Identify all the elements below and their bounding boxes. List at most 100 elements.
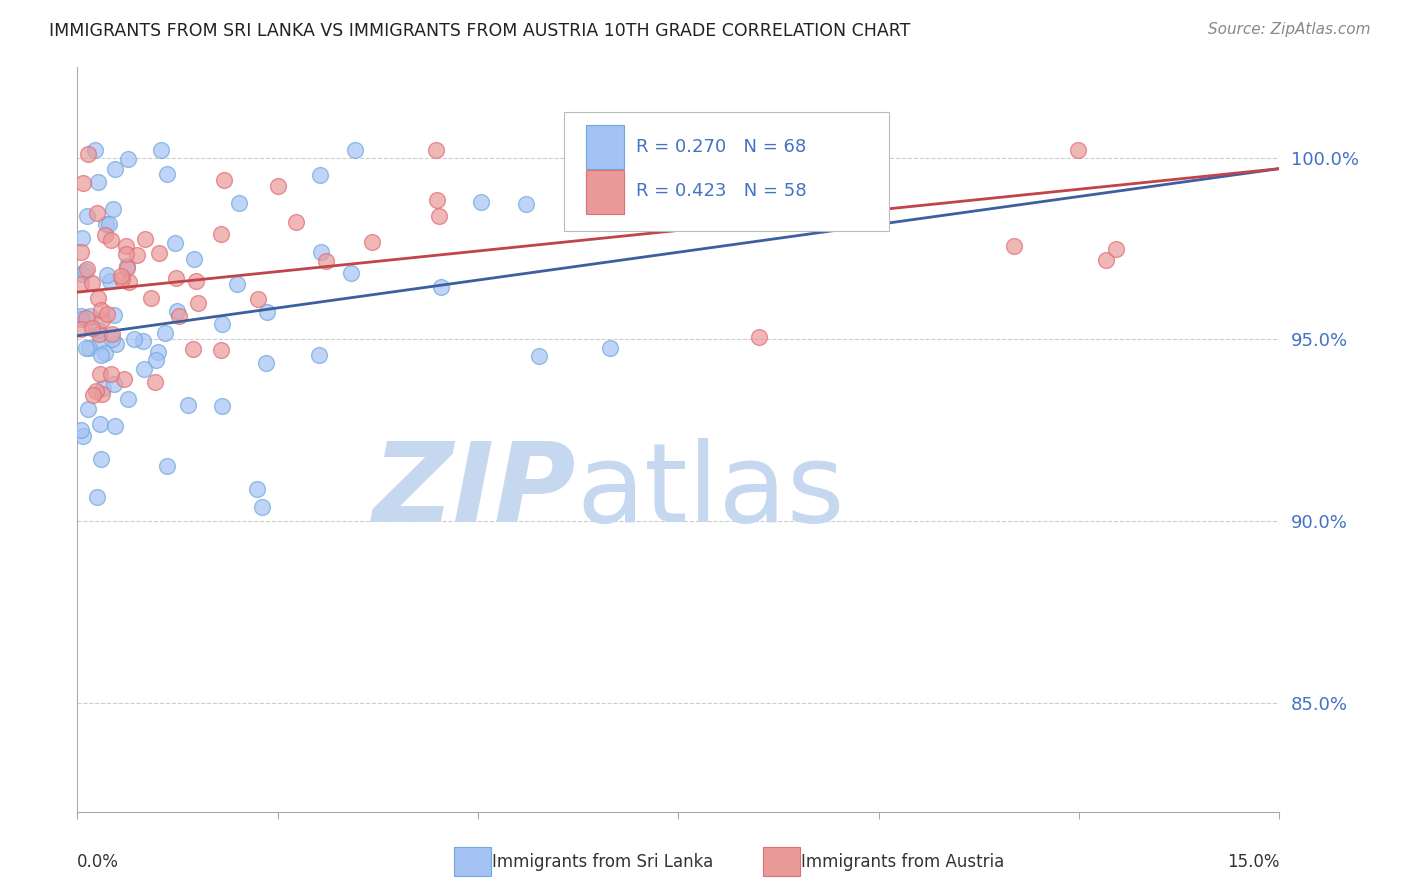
Point (212, 173, 235, 187)
Point (70, 231, 93, 245)
Point (70, 244, 93, 259)
Point (75, 310, 97, 325)
FancyBboxPatch shape (586, 169, 624, 213)
Point (749, 168, 772, 182)
Point (112, 372, 135, 386)
Point (187, 296, 209, 310)
Point (96, 268, 118, 282)
Point (97, 217, 120, 231)
Point (169, 310, 191, 324)
Point (141, 291, 163, 305)
Point (146, 345, 169, 359)
Text: Immigrants from Austria: Immigrants from Austria (801, 853, 1005, 871)
Point (82, 388, 104, 402)
Point (143, 375, 166, 389)
Point (148, 246, 170, 260)
Point (666, 174, 689, 188)
Point (101, 332, 124, 346)
Point (527, 349, 550, 363)
Point (209, 343, 232, 357)
Point (100, 367, 122, 381)
Point (89, 367, 111, 381)
Point (285, 214, 308, 228)
Point (343, 144, 366, 158)
Point (111, 271, 134, 285)
Point (80, 320, 103, 334)
Point (256, 305, 278, 319)
Point (426, 193, 449, 207)
Point (211, 227, 233, 242)
Point (73, 264, 96, 278)
Point (75, 341, 97, 355)
Point (134, 232, 156, 246)
Point (70, 277, 93, 292)
Point (90, 451, 112, 466)
FancyBboxPatch shape (586, 125, 624, 169)
Point (117, 259, 139, 273)
Point (166, 304, 188, 318)
Point (211, 318, 233, 332)
Point (110, 268, 132, 283)
Point (117, 152, 139, 166)
Text: R = 0.423   N = 58: R = 0.423 N = 58 (637, 182, 807, 201)
Point (183, 342, 205, 356)
Point (87, 175, 110, 189)
Point (91, 381, 114, 395)
Text: IMMIGRANTS FROM SRI LANKA VS IMMIGRANTS FROM AUSTRIA 10TH GRADE CORRELATION CHAR: IMMIGRANTS FROM SRI LANKA VS IMMIGRANTS … (49, 22, 911, 40)
Point (309, 168, 332, 182)
Point (599, 341, 621, 355)
Point (104, 337, 127, 351)
Point (104, 418, 127, 433)
Point (425, 144, 447, 158)
Point (77, 402, 100, 417)
Point (79, 309, 101, 323)
Point (76, 210, 98, 224)
Point (737, 202, 759, 216)
Text: Immigrants from Sri Lanka: Immigrants from Sri Lanka (492, 853, 713, 871)
Point (183, 252, 205, 266)
Point (1095, 252, 1118, 267)
Point (84, 144, 107, 158)
FancyBboxPatch shape (564, 112, 889, 231)
Text: 15.0%: 15.0% (1227, 853, 1279, 871)
Point (76, 262, 98, 277)
Point (117, 392, 139, 407)
Point (211, 399, 233, 413)
Point (70, 309, 93, 323)
Point (89, 327, 111, 342)
Point (101, 202, 124, 217)
Text: R = 0.270   N = 68: R = 0.270 N = 68 (637, 137, 807, 155)
Point (1105, 242, 1128, 256)
Text: Source: ZipAtlas.com: Source: ZipAtlas.com (1208, 22, 1371, 37)
Text: ZIP: ZIP (373, 438, 576, 545)
Point (90, 387, 112, 401)
Point (308, 348, 330, 362)
Point (470, 195, 492, 210)
Point (84, 384, 107, 399)
Point (87, 291, 110, 305)
Point (80, 276, 103, 290)
Point (72, 429, 94, 443)
Point (132, 361, 155, 376)
Point (98, 274, 121, 288)
Point (156, 459, 179, 474)
Point (77, 147, 100, 161)
Point (311, 245, 333, 260)
Point (89, 417, 111, 431)
Point (70, 311, 93, 326)
Point (94, 228, 117, 243)
Text: 0.0%: 0.0% (77, 853, 120, 871)
Point (226, 277, 249, 292)
Point (72, 176, 94, 190)
Point (70, 267, 93, 281)
Point (340, 266, 363, 280)
Point (89, 335, 111, 350)
Point (117, 261, 139, 276)
Point (252, 500, 274, 514)
Point (101, 327, 124, 342)
Point (361, 235, 384, 249)
Point (103, 377, 125, 392)
Point (145, 353, 167, 368)
Point (86, 490, 108, 504)
Point (254, 356, 277, 370)
